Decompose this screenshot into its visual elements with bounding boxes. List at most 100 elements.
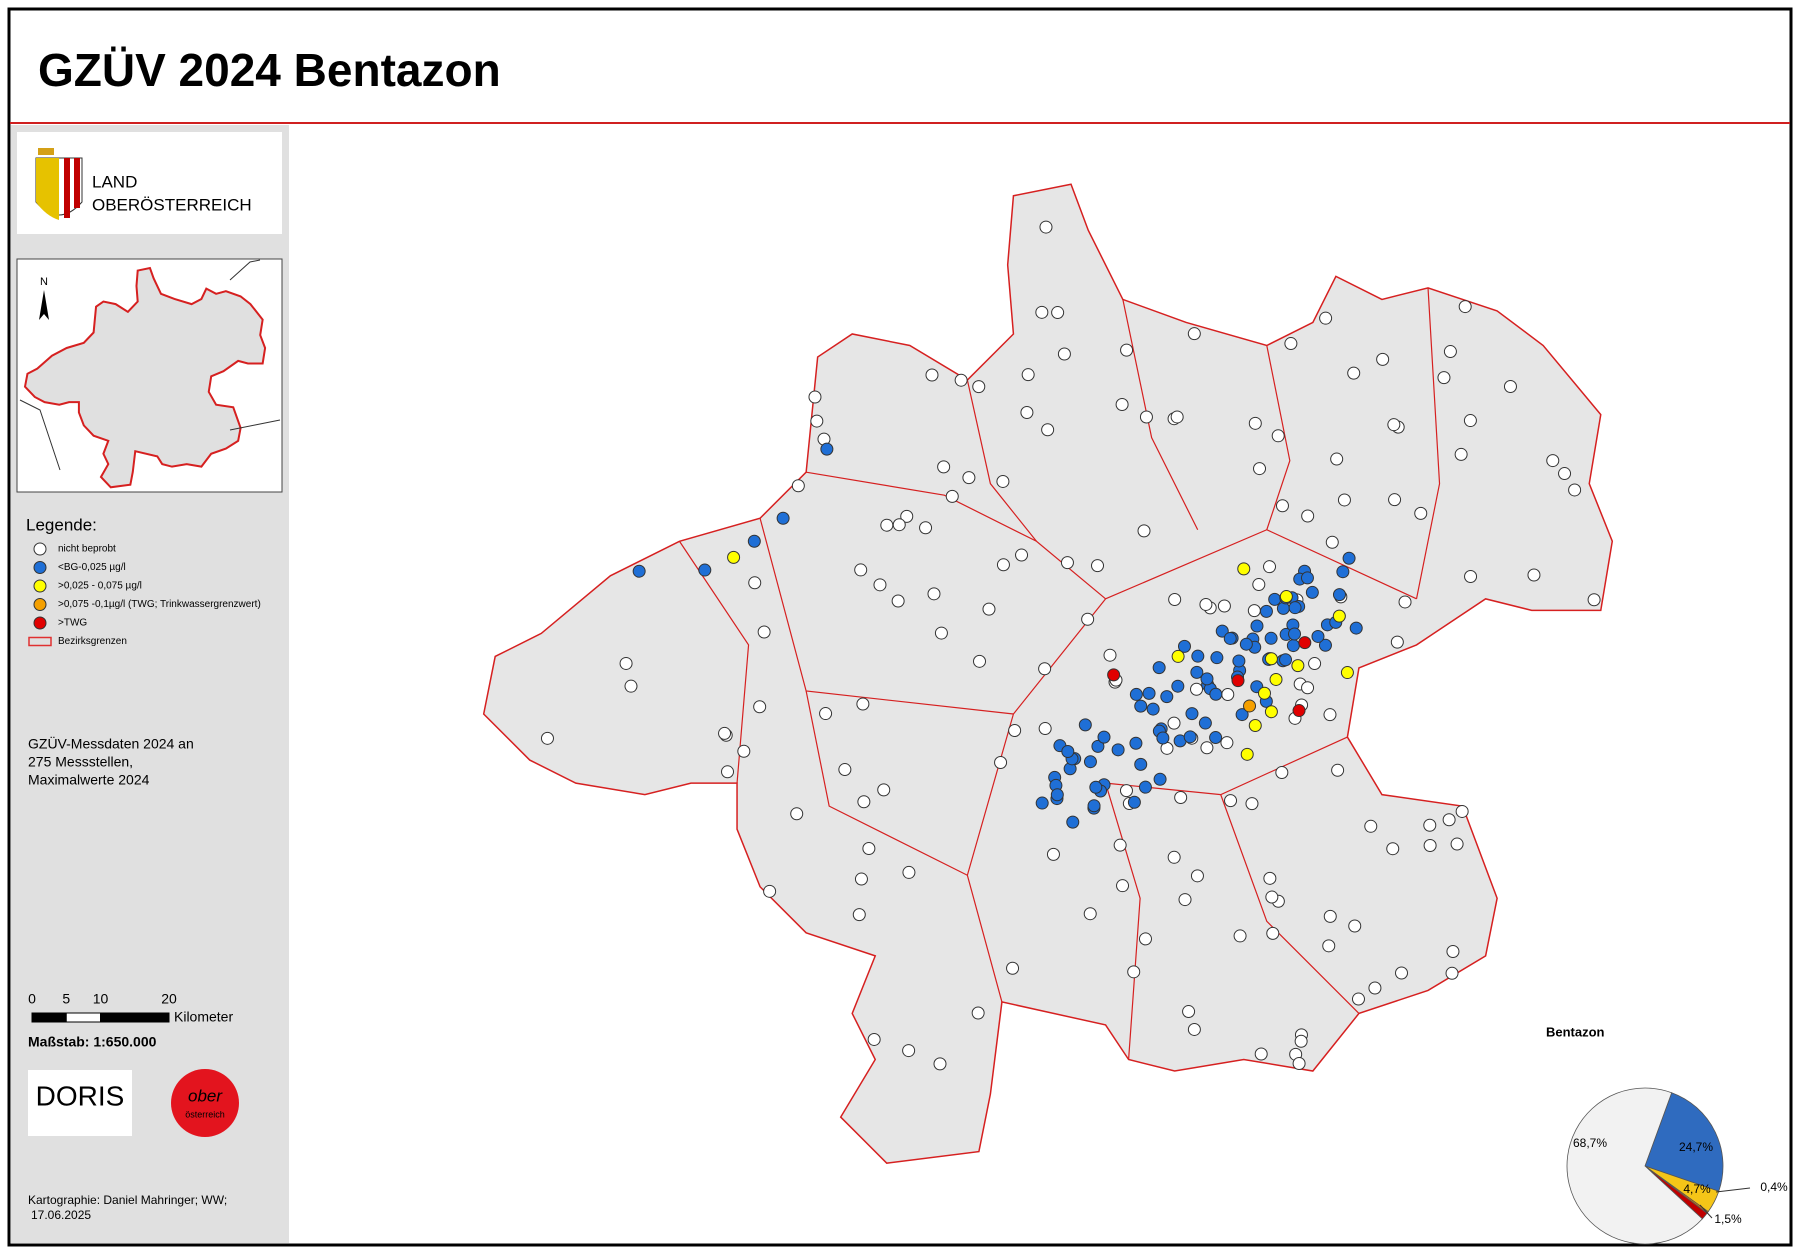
station [1454,447,1468,461]
station [1223,631,1237,645]
station [937,460,951,474]
station [1348,919,1362,933]
station [1239,637,1253,651]
station [1081,612,1095,626]
station [776,511,790,525]
station [867,1032,881,1046]
station [1347,366,1361,380]
station [1233,929,1247,943]
station [619,656,633,670]
station [1284,337,1298,351]
title: GZÜV 2024 Bentazon [38,44,501,96]
station [1266,926,1280,940]
station [1191,649,1205,663]
station [1294,1034,1308,1048]
station [1503,380,1517,394]
station [763,884,777,898]
station [996,558,1010,572]
station [1271,429,1285,443]
station [892,518,906,532]
station [1330,452,1344,466]
station [1153,772,1167,786]
station [1171,679,1185,693]
station [1443,345,1457,359]
station [1185,707,1199,721]
station [1091,739,1105,753]
station [880,518,894,532]
station [1414,506,1428,520]
station [1248,719,1262,733]
station [1364,819,1378,833]
station [1078,718,1092,732]
station [727,550,741,564]
station [1138,932,1152,946]
station [996,474,1010,488]
note: Maximalwerte 2024 [28,772,150,788]
district-border [1220,794,1360,1014]
station [1116,879,1130,893]
station [933,1057,947,1071]
station [972,380,986,394]
station [820,442,834,456]
station [1300,571,1314,585]
station [1199,597,1213,611]
scale-segment [31,1012,67,1023]
station [1318,638,1332,652]
station [1276,601,1290,615]
station [1269,672,1283,686]
station [1066,815,1080,829]
legend-label: >TWG [58,618,87,629]
station [810,414,824,428]
station [1311,629,1325,643]
station [1041,423,1055,437]
station [1263,560,1277,574]
station [877,783,891,797]
station [1127,965,1141,979]
legend-label: <BG-0,025 µg/l [58,562,126,573]
pie-slice [1566,1087,1703,1245]
station [1039,220,1053,234]
station [1268,592,1282,606]
station [1423,839,1437,853]
station [1008,723,1022,737]
station [852,908,866,922]
station [1279,590,1293,604]
station [1247,604,1261,618]
station [1107,668,1121,682]
station [1038,662,1052,676]
note: 275 Messstellen, [28,754,133,770]
station [1387,418,1401,432]
legend-symbol [33,616,47,630]
station [1245,797,1259,811]
station [1332,609,1346,623]
station [1137,524,1151,538]
station [1298,636,1312,650]
station [1340,666,1354,680]
station [934,626,948,640]
station [902,865,916,879]
station [1168,592,1182,606]
legend-label: Bezirksgrenzen [58,636,127,647]
station [1265,890,1279,904]
north-arrow [39,290,49,320]
station [854,563,868,577]
inset-border [229,419,281,431]
legend-symbol [33,561,47,574]
ooe-logo [171,1069,239,1137]
station [1337,493,1351,507]
station [982,602,996,616]
station [1178,893,1192,907]
legend-label: nicht beprobt [58,544,116,555]
station [962,471,976,485]
station [1286,639,1300,653]
station [1220,736,1234,750]
station [1305,585,1319,599]
station [1198,716,1212,730]
station [1275,499,1289,513]
station [1200,672,1214,686]
station [1437,371,1451,385]
station [1190,682,1204,696]
district-border [966,379,1037,542]
district-border [806,471,1106,600]
station [1170,410,1184,424]
